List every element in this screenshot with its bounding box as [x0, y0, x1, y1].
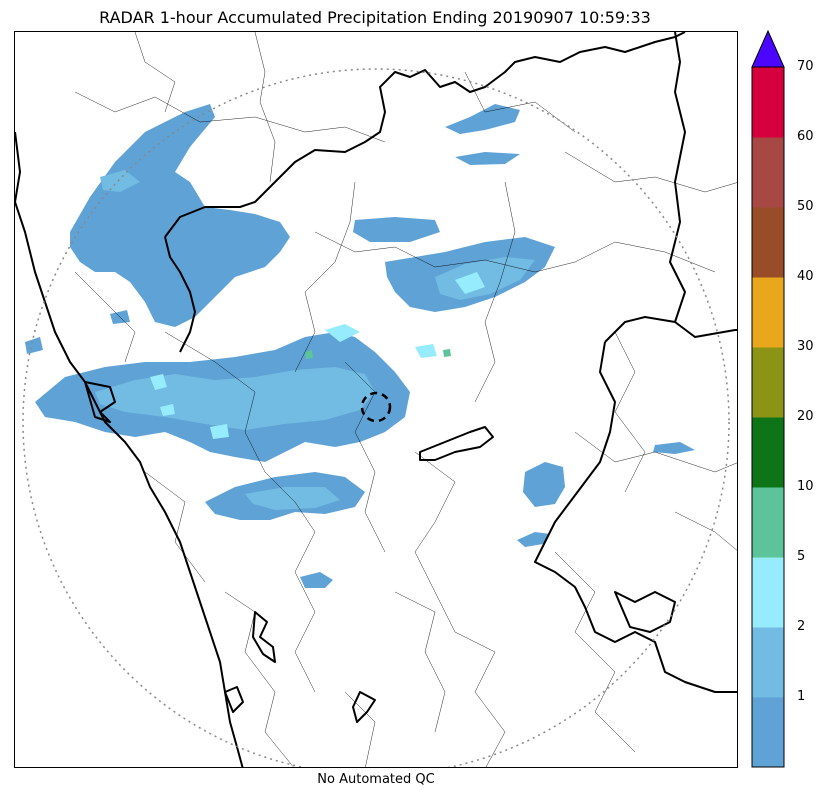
precip-heavy-2: [210, 424, 229, 439]
colorbar-segment: [752, 487, 784, 558]
radar-map: [14, 31, 738, 768]
district-line: [564, 151, 737, 193]
bay-outline: [84, 381, 116, 423]
colorbar-segment: [752, 347, 784, 418]
precip-mid-south: [245, 487, 340, 510]
district-line: [474, 181, 516, 403]
colorbar-label: 2: [797, 619, 806, 634]
state-border-west-loop: [164, 236, 196, 353]
precip-heavy-4: [455, 272, 485, 294]
state-border-central-south: [419, 426, 494, 461]
district-boundaries: [74, 32, 737, 767]
district-line: [74, 91, 386, 143]
state-border-east: [669, 32, 737, 338]
chart-title: RADAR 1-hour Accumulated Precipitation E…: [99, 8, 651, 27]
precip-peak-1: [305, 350, 313, 359]
district-line: [144, 471, 206, 583]
radar-site-marker: [360, 391, 392, 423]
colorbar-labels: 1 2 5 10 20 30 40 50 60 70: [797, 0, 825, 797]
colorbar-segment: [752, 207, 784, 278]
map-canvas: [15, 32, 737, 767]
district-line: [554, 551, 636, 753]
colorbar-label: 1: [797, 689, 806, 704]
coastline: [15, 131, 244, 767]
district-line: [394, 591, 446, 733]
district-line: [294, 501, 316, 693]
district-line: [74, 271, 136, 363]
district-line: [344, 361, 386, 553]
precip-peak-layer: [305, 349, 451, 359]
precip-light-layer: [25, 104, 695, 588]
precip-area-north-2: [455, 152, 520, 165]
precip-heavy-3: [160, 404, 175, 416]
precip-heavy-5: [325, 324, 360, 342]
district-line: [454, 631, 506, 767]
radar-range-ring: [22, 68, 730, 767]
east-inlet: [614, 591, 676, 633]
precip-area-far-west: [25, 337, 43, 354]
precip-area-south-cell: [300, 572, 333, 588]
colorbar-segment: [752, 627, 784, 698]
precip-area-southeast: [517, 532, 550, 547]
colorbar-label: 30: [797, 339, 814, 354]
colorbar-label: 20: [797, 409, 814, 424]
district-line: [614, 331, 646, 493]
state-boundaries: [15, 32, 737, 767]
colorbar-segments: [752, 67, 784, 768]
district-line: [254, 32, 276, 183]
colorbar-label: 10: [797, 479, 814, 494]
district-line: [674, 511, 737, 551]
state-border-southeast: [534, 316, 737, 693]
colorbar-extend-arrow: [751, 30, 785, 68]
district-line: [414, 451, 456, 633]
colorbar-segment: [752, 67, 784, 138]
precip-mid-east: [435, 257, 535, 300]
colorbar-label: 70: [797, 59, 814, 74]
precip-mid-nw: [100, 170, 140, 192]
district-line: [224, 591, 294, 767]
precip-peak-2: [443, 349, 451, 357]
district-line: [164, 331, 296, 503]
colorbar-label: 40: [797, 269, 814, 284]
district-line: [574, 431, 737, 473]
district-line: [314, 231, 716, 273]
precip-area-east-cell: [523, 462, 565, 507]
district-line: [344, 691, 376, 767]
district-line: [294, 181, 356, 373]
precip-area-north-3: [353, 217, 440, 242]
coast-detail: [224, 686, 244, 713]
precip-heavy-layer: [150, 272, 485, 439]
colorbar-segment: [752, 137, 784, 208]
colorbar-segment: [752, 557, 784, 628]
lake-outline-2: [352, 691, 376, 723]
precip-heavy-1: [150, 374, 167, 390]
colorbar-outline: [751, 66, 785, 768]
precip-area-east-streak: [653, 442, 695, 454]
colorbar: [751, 30, 785, 768]
colorbar-label: 5: [797, 549, 806, 564]
qc-note: No Automated QC: [317, 772, 435, 787]
precip-heavy-6: [415, 344, 437, 358]
colorbar-label: 60: [797, 129, 814, 144]
colorbar-label: 50: [797, 199, 814, 214]
colorbar-segment: [752, 277, 784, 348]
precip-area-northwest: [70, 104, 290, 327]
precip-area-north-1: [445, 104, 520, 134]
lake-outline: [252, 611, 276, 663]
district-line: [134, 32, 176, 113]
colorbar-segment: [752, 697, 784, 768]
colorbar-segment: [752, 417, 784, 488]
district-line: [464, 71, 576, 133]
state-border-north: [164, 32, 686, 238]
